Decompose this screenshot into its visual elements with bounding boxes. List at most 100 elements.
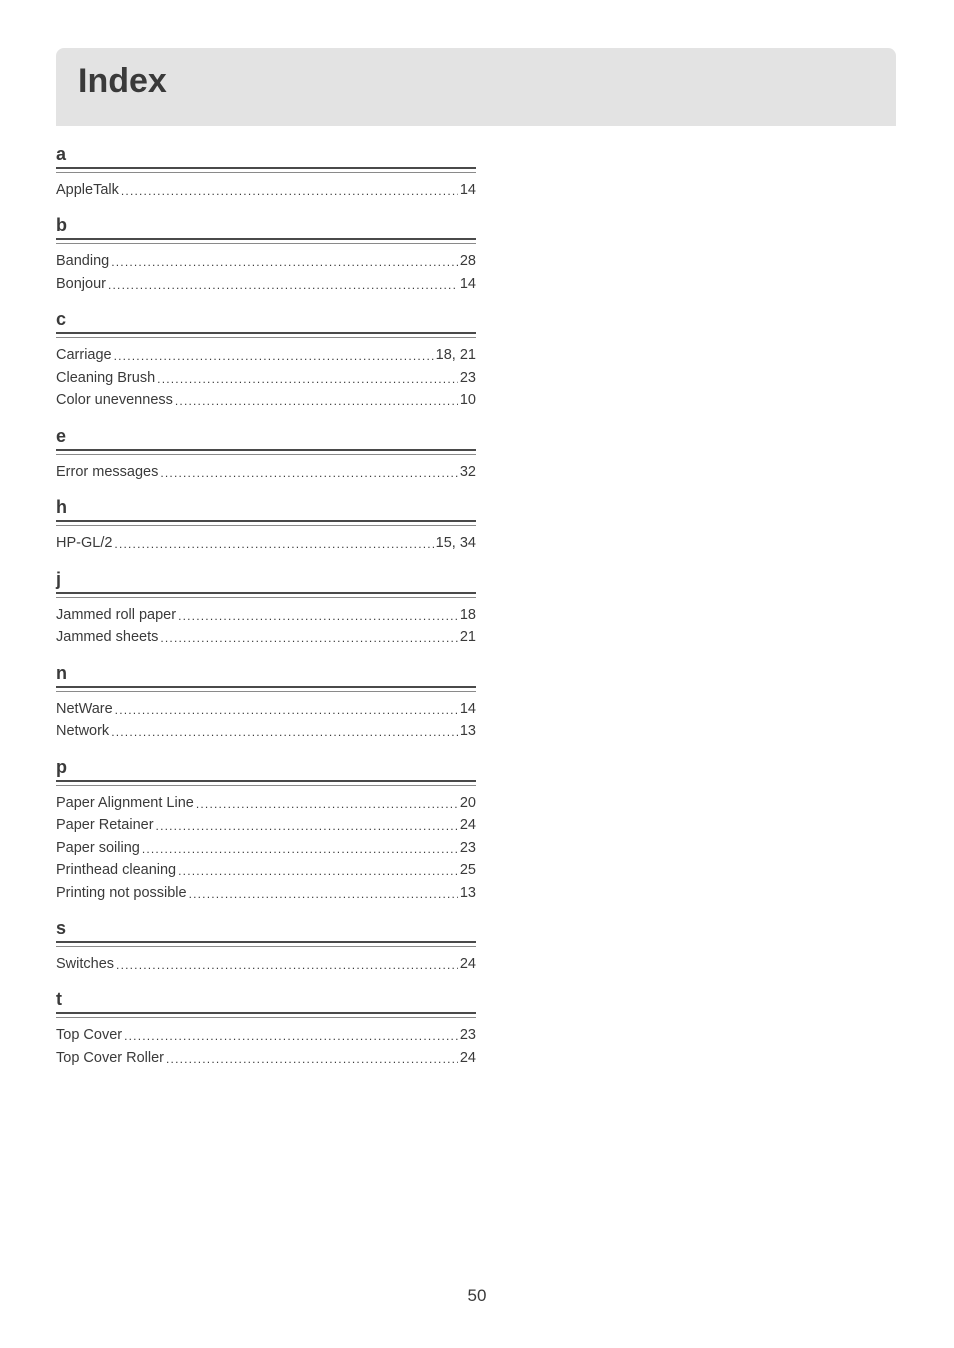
index-entry: Jammed sheets 21 [56, 626, 476, 648]
index-section: pPaper Alignment Line20Paper Retainer24P… [56, 757, 476, 904]
leader-dots [114, 533, 433, 555]
entry-term: Paper soiling [56, 837, 140, 859]
section-rule-thick [56, 332, 476, 334]
entry-pages: 24 [460, 814, 476, 836]
entry-term: Paper Alignment Line [56, 792, 194, 814]
section-rule-thin [56, 597, 476, 598]
index-entry: Paper soiling23 [56, 837, 476, 859]
leader-dots [160, 462, 458, 484]
entry-pages: 25 [460, 859, 476, 881]
leader-dots [178, 605, 458, 627]
index-entry: Banding 28 [56, 250, 476, 272]
entry-pages: 23 [460, 1024, 476, 1046]
entry-term: Carriage [56, 344, 112, 366]
section-letter: e [56, 426, 476, 449]
index-entry: Paper Retainer 24 [56, 814, 476, 836]
section-rule-thin [56, 243, 476, 244]
entry-pages: 10 [460, 389, 476, 411]
index-entry: Carriage 18, 21 [56, 344, 476, 366]
section-letter: c [56, 309, 476, 332]
section-rule-thin [56, 525, 476, 526]
entry-term: NetWare [56, 698, 113, 720]
index-entry: Jammed roll paper 18 [56, 604, 476, 626]
entry-pages: 24 [460, 1047, 476, 1069]
entry-pages: 32 [460, 461, 476, 483]
section-rule-thick [56, 941, 476, 943]
section-letter: p [56, 757, 476, 780]
index-entry: Paper Alignment Line20 [56, 792, 476, 814]
index-entry: AppleTalk14 [56, 179, 476, 201]
leader-dots [160, 627, 458, 649]
entry-pages: 23 [460, 367, 476, 389]
page-container: Index a AppleTalk14 b Banding 28 Bonjour 14 c Ca… [0, 0, 954, 1348]
index-section: cCarriage18, 21Cleaning Brush23Color une… [56, 309, 476, 411]
index-entry: Printhead cleaning 25 [56, 859, 476, 881]
entry-pages: 18 [460, 604, 476, 626]
entry-term: Top Cover [56, 1024, 122, 1046]
leader-dots [108, 274, 458, 296]
leader-dots [111, 251, 458, 273]
section-letter: n [56, 663, 476, 686]
leader-dots [116, 954, 458, 976]
page-title: Index [78, 62, 167, 100]
leader-dots [166, 1048, 458, 1070]
entry-pages: 13 [460, 720, 476, 742]
index-section: t Top Cover 23Top Cover Roller24 [56, 989, 476, 1069]
index-entry: Top Cover Roller24 [56, 1047, 476, 1069]
entry-term: Color unevenness [56, 389, 173, 411]
section-rule-thin [56, 337, 476, 338]
entry-pages: 21 [460, 626, 476, 648]
section-rule-thick [56, 238, 476, 240]
index-section: j Jammed roll paper 18 Jammed sheets 21 [56, 569, 476, 649]
index-section: a AppleTalk14 [56, 144, 476, 201]
index-entry: Bonjour 14 [56, 273, 476, 295]
section-rule-thick [56, 520, 476, 522]
index-body: a AppleTalk14 b Banding 28 Bonjour 14 c Carriage… [56, 144, 476, 1069]
section-letter: h [56, 497, 476, 520]
leader-dots [114, 345, 434, 367]
entry-term: AppleTalk [56, 179, 119, 201]
index-entry: Network13 [56, 720, 476, 742]
entry-term: Error messages [56, 461, 158, 483]
entry-pages: 24 [460, 953, 476, 975]
section-rule-thin [56, 1017, 476, 1018]
index-entry: Printing not possible13 [56, 882, 476, 904]
section-rule-thick [56, 592, 476, 594]
section-letter: s [56, 918, 476, 941]
leader-dots [175, 390, 458, 412]
section-letter: j [56, 569, 476, 592]
index-section: e Error messages 32 [56, 426, 476, 483]
entry-pages: 18, 21 [436, 344, 476, 366]
entry-term: HP-GL/2 [56, 532, 112, 554]
section-rule-thick [56, 1012, 476, 1014]
section-rule-thin [56, 785, 476, 786]
leader-dots [196, 793, 458, 815]
index-section: h HP-GL/2 15, 34 [56, 497, 476, 554]
entry-term: Jammed roll paper [56, 604, 176, 626]
leader-dots [156, 815, 458, 837]
entry-pages: 15, 34 [436, 532, 476, 554]
section-letter: t [56, 989, 476, 1012]
index-entry: HP-GL/2 15, 34 [56, 532, 476, 554]
index-section: s Switches24 [56, 918, 476, 975]
entry-term: Jammed sheets [56, 626, 158, 648]
entry-pages: 14 [460, 273, 476, 295]
entry-term: Bonjour [56, 273, 106, 295]
leader-dots [115, 699, 458, 721]
entry-pages: 28 [460, 250, 476, 272]
index-entry: Switches24 [56, 953, 476, 975]
section-letter: a [56, 144, 476, 167]
leader-dots [142, 838, 458, 860]
entry-term: Printhead cleaning [56, 859, 176, 881]
index-entry: Error messages 32 [56, 461, 476, 483]
section-rule-thin [56, 946, 476, 947]
entry-term: Printing not possible [56, 882, 187, 904]
index-entry: NetWare14 [56, 698, 476, 720]
section-rule-thin [56, 691, 476, 692]
section-rule-thin [56, 172, 476, 173]
section-rule-thin [56, 454, 476, 455]
entry-term: Banding [56, 250, 109, 272]
entry-term: Paper Retainer [56, 814, 154, 836]
section-rule-thick [56, 167, 476, 169]
section-letter: b [56, 215, 476, 238]
